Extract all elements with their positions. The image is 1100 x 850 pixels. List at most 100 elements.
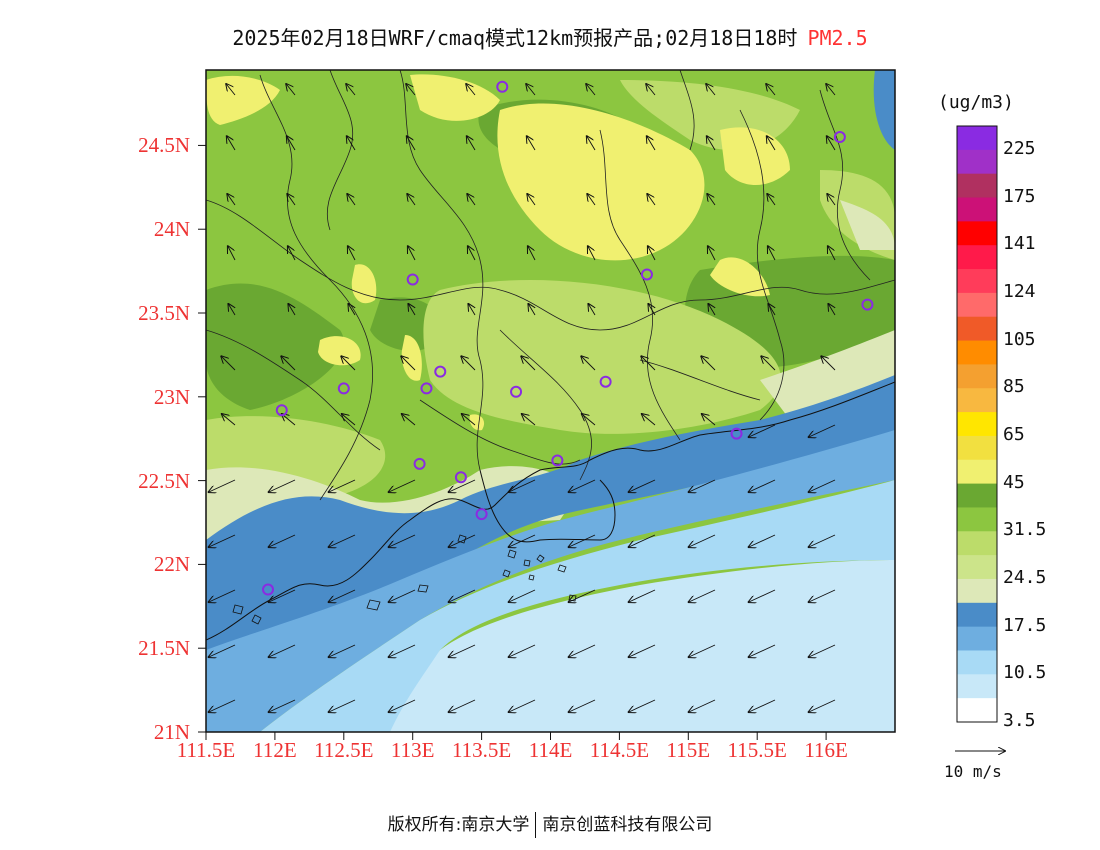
wind-arrow	[526, 84, 536, 96]
colorbar-swatch	[957, 578, 997, 604]
wind-arrow	[221, 356, 236, 371]
wind-arrow	[809, 424, 836, 437]
station-marker	[262, 583, 275, 596]
x-tick-label: 114E	[528, 738, 573, 762]
wind-arrow	[389, 699, 416, 712]
wind-arrow	[449, 479, 476, 492]
wind-arrow	[449, 534, 476, 547]
pollutant-label: PM2.5	[807, 26, 868, 50]
colorbar-unit: (ug/m3)	[938, 92, 1014, 113]
wind-arrow	[826, 84, 836, 96]
station-marker	[510, 385, 523, 398]
wind-arrow	[449, 589, 476, 602]
colorbar-swatch	[957, 388, 997, 413]
wind-arrow	[708, 246, 716, 261]
y-tick-label: 23N	[153, 384, 190, 409]
wind-arrow	[222, 414, 236, 426]
wind-arrow	[827, 136, 836, 151]
wind-arrow	[761, 356, 776, 371]
wind-arrow	[461, 356, 476, 371]
x-tick-label: 115E	[666, 738, 711, 762]
colorbar-swatch	[957, 197, 997, 222]
colorbar-label: 24.5	[1003, 566, 1047, 588]
colorbar-swatch	[957, 435, 997, 461]
station-marker	[275, 404, 288, 417]
wind-arrow	[269, 479, 296, 492]
colorbar-label: 85	[1003, 376, 1025, 398]
wind-arrow	[209, 644, 236, 657]
wind-arrow	[689, 699, 716, 712]
title-text: 2025年02月18日WRF/cmaq模式12km预报产品;02月18日18时	[232, 26, 798, 50]
map-title: 2025年02月18日WRF/cmaq模式12km预报产品;02月18日18时 P…	[0, 22, 1100, 51]
wind-arrow	[287, 194, 296, 206]
wind-arrow	[689, 589, 716, 602]
wind-arrow	[702, 414, 716, 426]
wind-arrow	[648, 246, 656, 261]
colorbar-swatch	[957, 602, 997, 628]
wind-arrow	[768, 304, 775, 316]
wind-arrow	[629, 479, 656, 492]
wind-arrow	[569, 699, 596, 712]
wind-arrow	[707, 194, 716, 206]
wind-arrow	[389, 589, 416, 602]
wind-arrow	[749, 479, 776, 492]
colorbar-swatch	[957, 221, 997, 246]
wind-arrow	[269, 534, 296, 547]
wind-arrow	[347, 136, 356, 151]
wind-arrow	[286, 84, 296, 96]
colorbar-label: 65	[1003, 423, 1025, 445]
wind-arrow	[228, 304, 235, 316]
wind-arrow	[527, 136, 536, 151]
station-marker	[337, 382, 350, 395]
station-marker	[475, 508, 488, 521]
colorbar-label: 31.5	[1003, 519, 1047, 541]
colorbar-label: 141	[1003, 233, 1036, 255]
colorbar-swatch	[957, 412, 997, 437]
station-marker	[420, 382, 433, 395]
pm25-band-45	[206, 74, 790, 431]
station-marker	[496, 80, 509, 93]
wind-arrow	[462, 414, 476, 426]
wind-arrow	[582, 414, 596, 426]
wind-arrow	[629, 534, 656, 547]
wind-arrow	[809, 534, 836, 547]
footer-divider	[535, 812, 537, 838]
wind-arrow	[287, 136, 296, 151]
wind-arrow	[389, 479, 416, 492]
wind-arrow	[282, 414, 296, 426]
colorbar-label: 3.5	[1003, 710, 1036, 731]
colorbar-frame	[956, 125, 998, 723]
wind-arrow	[329, 589, 356, 602]
wind-arrow	[288, 304, 295, 316]
wind-arrow	[209, 589, 236, 602]
colorbar-label: 124	[1003, 280, 1036, 302]
y-tick-label: 21N	[153, 720, 190, 744]
wind-arrow	[348, 246, 356, 261]
station-marker	[861, 298, 874, 311]
wind-arrow	[749, 589, 776, 602]
wind-arrow	[348, 304, 355, 316]
wind-arrow	[449, 699, 476, 712]
pm25-band-24	[206, 80, 895, 500]
wind-arrow	[466, 84, 476, 96]
colorbar-swatch	[957, 149, 997, 175]
station-marker	[551, 454, 564, 467]
station-marker	[454, 471, 467, 484]
wind-arrow	[209, 699, 236, 712]
wind-arrow	[569, 644, 596, 657]
colorbar-swatch	[957, 364, 997, 389]
wind-vectors	[209, 84, 835, 712]
colorbar-swatch	[957, 316, 997, 342]
pm25-band-0	[390, 560, 895, 732]
x-tick-label: 113.5E	[451, 738, 512, 762]
wind-arrow	[521, 356, 536, 371]
station-marker	[640, 268, 653, 281]
colorbar-swatch	[957, 531, 997, 556]
x-tick-label: 115.5E	[727, 738, 787, 762]
wind-arrow	[821, 356, 836, 371]
colorbar-swatch	[957, 126, 997, 151]
colorbar-label: 225	[1003, 137, 1036, 159]
wind-arrow	[828, 246, 836, 261]
wind-arrow	[647, 136, 656, 151]
